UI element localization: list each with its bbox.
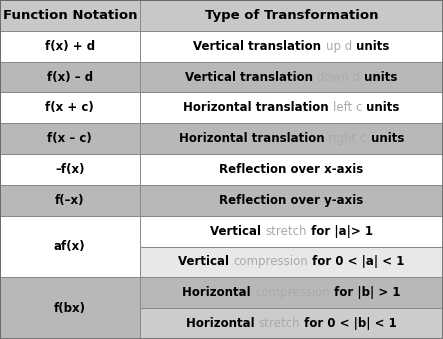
Text: stretch: stretch: [259, 317, 300, 330]
Bar: [0, 185, 140, 216]
Text: –f(x): –f(x): [55, 163, 85, 176]
Text: f(x – c): f(x – c): [47, 132, 92, 145]
Bar: [0, 154, 140, 185]
Text: down d: down d: [317, 71, 360, 83]
Text: for |b| > 1: for |b| > 1: [330, 286, 400, 299]
Bar: [140, 308, 443, 339]
Bar: [140, 0, 443, 31]
Bar: [140, 246, 443, 277]
Text: Horizontal translation: Horizontal translation: [179, 132, 328, 145]
Bar: [0, 93, 140, 123]
Bar: [0, 216, 140, 277]
Text: Vertical: Vertical: [210, 225, 265, 238]
Text: Reflection over x-axis: Reflection over x-axis: [219, 163, 363, 176]
Bar: [0, 62, 140, 93]
Text: af(x): af(x): [54, 240, 85, 253]
Bar: [140, 93, 443, 123]
Text: units: units: [367, 132, 404, 145]
Text: Function Notation: Function Notation: [3, 9, 137, 22]
Text: f(x + c): f(x + c): [45, 101, 94, 114]
Text: units: units: [360, 71, 397, 83]
Text: units: units: [352, 40, 389, 53]
Text: f(bx): f(bx): [54, 302, 86, 315]
Text: Horizontal: Horizontal: [186, 317, 259, 330]
Text: f(x) + d: f(x) + d: [45, 40, 95, 53]
Text: left c: left c: [333, 101, 362, 114]
Text: Vertical: Vertical: [178, 256, 233, 268]
Text: units: units: [362, 101, 400, 114]
Text: for |a|> 1: for |a|> 1: [307, 225, 373, 238]
Text: Horizontal translation: Horizontal translation: [183, 101, 333, 114]
Bar: [0, 277, 140, 339]
Text: f(–x): f(–x): [55, 194, 85, 207]
Text: Reflection over y-axis: Reflection over y-axis: [219, 194, 363, 207]
Text: compression: compression: [233, 256, 308, 268]
Text: for 0 < |a| < 1: for 0 < |a| < 1: [308, 256, 404, 268]
Text: Horizontal: Horizontal: [182, 286, 255, 299]
Bar: [0, 0, 140, 31]
Text: Vertical translation: Vertical translation: [185, 71, 317, 83]
Text: Vertical translation: Vertical translation: [194, 40, 326, 53]
Text: right c: right c: [328, 132, 367, 145]
Bar: [140, 31, 443, 62]
Text: Type of Transformation: Type of Transformation: [205, 9, 378, 22]
Text: for 0 < |b| < 1: for 0 < |b| < 1: [300, 317, 397, 330]
Text: compression: compression: [255, 286, 330, 299]
Bar: [0, 123, 140, 154]
Bar: [140, 62, 443, 93]
Bar: [0, 31, 140, 62]
Text: f(x) – d: f(x) – d: [47, 71, 93, 83]
Bar: [140, 154, 443, 185]
Bar: [140, 185, 443, 216]
Text: up d: up d: [326, 40, 352, 53]
Text: stretch: stretch: [265, 225, 307, 238]
Bar: [140, 216, 443, 246]
Bar: [140, 277, 443, 308]
Bar: [140, 123, 443, 154]
